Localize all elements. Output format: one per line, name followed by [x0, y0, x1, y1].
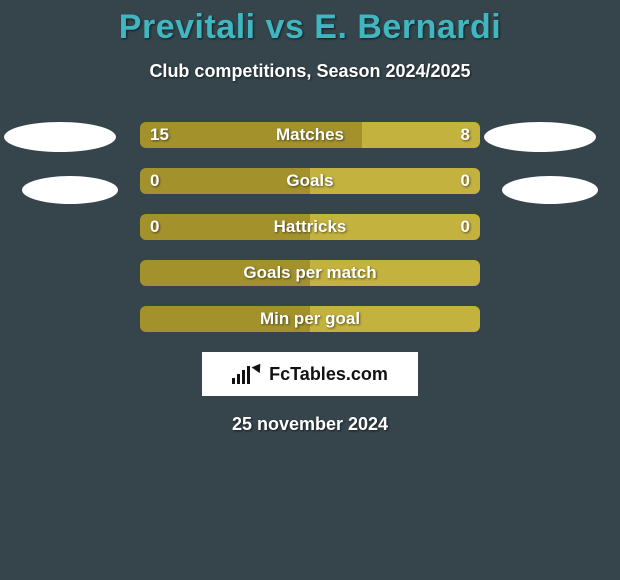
stat-row: Min per goal: [0, 306, 620, 332]
bar-track: [140, 306, 480, 332]
comparison-infographic: Previtali vs E. Bernardi Club competitio…: [0, 0, 620, 580]
stat-value-right: 0: [461, 214, 470, 240]
stat-row: Goals per match: [0, 260, 620, 286]
logo-text: FcTables.com: [269, 364, 388, 385]
barchart-icon: [232, 364, 250, 384]
bar-left: [140, 122, 362, 148]
bar-left: [140, 260, 310, 286]
stat-value-right: 0: [461, 168, 470, 194]
bar-track: [140, 260, 480, 286]
date-label: 25 november 2024: [0, 414, 620, 435]
stat-value-left: 15: [150, 122, 169, 148]
bar-track: [140, 168, 480, 194]
bar-left: [140, 214, 310, 240]
stat-row: Hattricks00: [0, 214, 620, 240]
stat-value-left: 0: [150, 168, 159, 194]
decorative-ellipse: [4, 122, 116, 152]
bar-right: [310, 260, 480, 286]
subtitle: Club competitions, Season 2024/2025: [0, 61, 620, 82]
arrow-icon: [252, 361, 265, 373]
stat-value-left: 0: [150, 214, 159, 240]
bar-left: [140, 168, 310, 194]
bar-right: [310, 168, 480, 194]
stat-value-right: 8: [461, 122, 470, 148]
page-title: Previtali vs E. Bernardi: [0, 8, 620, 47]
bar-right: [310, 306, 480, 332]
bar-left: [140, 306, 310, 332]
decorative-ellipse: [22, 176, 118, 204]
bar-track: [140, 214, 480, 240]
logo-box: FcTables.com: [202, 352, 418, 396]
bar-right: [310, 214, 480, 240]
decorative-ellipse: [502, 176, 598, 204]
stat-rows: Matches158Goals00Hattricks00Goals per ma…: [0, 122, 620, 332]
bar-track: [140, 122, 480, 148]
decorative-ellipse: [484, 122, 596, 152]
